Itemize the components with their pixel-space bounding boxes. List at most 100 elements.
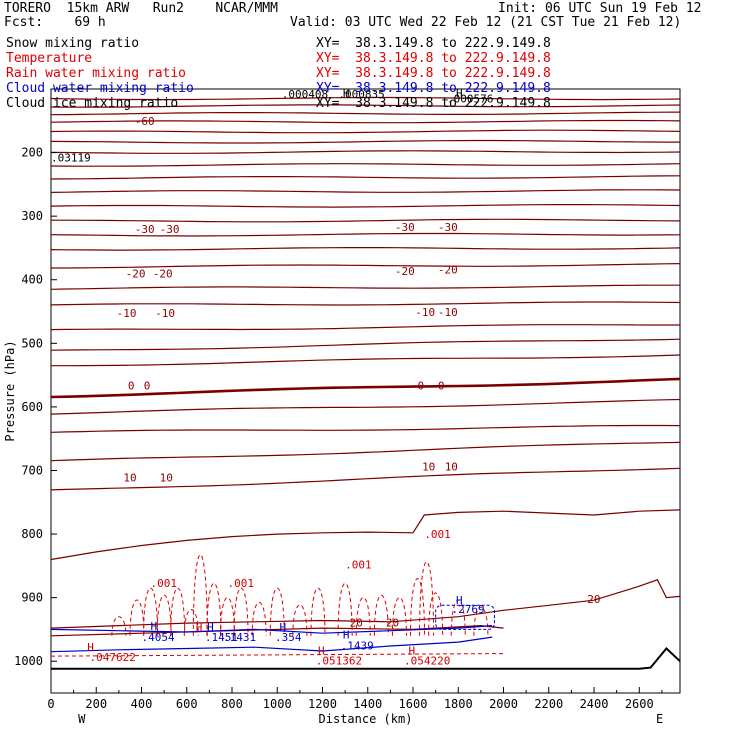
y-tick-label: 800 [21, 527, 43, 541]
rain-contour [269, 587, 285, 636]
contour-label: 20 [587, 593, 600, 606]
rain-contour [143, 587, 159, 636]
isotherm [50, 111, 681, 116]
x-tick-label: 1600 [399, 697, 428, 711]
field-rain-name: Rain water mixing ratio [6, 66, 187, 81]
contour-label: 20 [386, 616, 399, 629]
y-axis-label: Pressure (hPa) [3, 340, 17, 441]
rain-contour [337, 583, 353, 636]
isotherm [50, 119, 681, 124]
contour-label: .1439 [341, 639, 374, 652]
contour-label: 0 [418, 379, 425, 392]
field-cloud-water-name: Cloud water mixing ratio [6, 81, 194, 96]
cloud-water-contour [50, 625, 493, 634]
contour-label: 0 [438, 379, 445, 392]
x-tick-label: 2600 [625, 697, 654, 711]
plot-border [50, 88, 681, 694]
west-label: W [78, 712, 86, 726]
x-tick-label: 200 [85, 697, 107, 711]
high-marker: H [408, 644, 415, 657]
high-marker: H [318, 644, 325, 657]
contour-label: .2769 [451, 603, 484, 616]
high-marker: H [456, 594, 463, 607]
rain-contour [450, 599, 466, 636]
contour-labels: -60-30 -30 -30 -30-20 -20 -20 -20-10 -10 -10 -100… [51, 87, 600, 668]
x-tick-label: 2000 [489, 697, 518, 711]
field-temperature-name: Temperature [6, 51, 93, 66]
valid-time: Valid: 03 UTC Wed 22 Feb 12 (21 CST Tue … [290, 15, 682, 30]
header: TORERO 15km ARW Run2 NCAR/MMM Init: 06 U… [0, 0, 740, 112]
isotherm [50, 377, 681, 399]
contour-label: .001 [345, 559, 372, 572]
y-tick-label: 1000 [14, 654, 43, 668]
rain-contour [192, 554, 208, 636]
x-tick-label: 600 [176, 697, 198, 711]
plot-frame [50, 88, 681, 694]
contour-label: 10 [160, 471, 173, 484]
contour-label: -20 [395, 265, 415, 278]
high-marker: H [280, 621, 287, 634]
contour-label: 0 [144, 379, 151, 392]
isotherm [50, 398, 681, 415]
contour-label: -10 [155, 307, 175, 320]
contour-label: -20 [126, 267, 146, 280]
contour-label: .000835 [338, 88, 384, 101]
cloud-water-contours [50, 604, 495, 653]
y-tick-label: 300 [21, 209, 43, 223]
high-marker: H [196, 621, 203, 634]
y-tick-label: 200 [21, 146, 43, 160]
forecast-hour: Fcst: 69 h [4, 15, 106, 30]
contour-label: 10 [123, 471, 136, 484]
x-tick-label: 1000 [263, 697, 292, 711]
rain-contour [50, 653, 504, 657]
contour-label: -10 [438, 306, 458, 319]
model-title: TORERO 15km ARW Run2 NCAR/MMM [4, 1, 278, 16]
terrain-line [51, 647, 681, 670]
contour-label: .054220 [404, 655, 450, 668]
y-tick-label: 900 [21, 591, 43, 605]
rain-contour [391, 597, 407, 636]
contour-label: .001 [227, 577, 254, 590]
contour-label: .000576 [447, 93, 493, 106]
x-tick-label: 1200 [308, 697, 337, 711]
high-marker: H [343, 87, 350, 100]
contour-label: -20 [153, 267, 173, 280]
isotherm [50, 301, 681, 306]
contour-label: .4054 [142, 631, 175, 644]
x-tick-label: 800 [221, 697, 243, 711]
x-axis-label: Distance (km) [319, 712, 413, 726]
isotherm [50, 624, 504, 637]
contour-label: .1451 [205, 631, 238, 644]
isotherm [50, 467, 681, 491]
y-tick-label: 700 [21, 463, 43, 477]
isotherm [50, 338, 681, 351]
field-cloud-ice-name: Cloud ice mixing ratio [6, 96, 179, 111]
high-marker: H [343, 629, 350, 642]
isotherm [50, 129, 681, 134]
contour-label: .03119 [51, 152, 91, 165]
rain-contour [111, 616, 127, 636]
high-marker: H [151, 620, 158, 633]
isotherm [51, 263, 681, 269]
isotherm [50, 441, 681, 462]
field-temperature-xy: XY= 38.3.149.8 to 222.9.149.8 [316, 51, 551, 66]
contour-label: .001 [424, 528, 451, 541]
high-marker: H [87, 641, 94, 654]
high-marker: H [207, 621, 214, 634]
contour-label: -30 [395, 221, 415, 234]
cloud-water-contour [50, 636, 493, 653]
isotherm [50, 232, 681, 237]
rain-contour [156, 594, 172, 636]
contour-label: -10 [415, 306, 435, 319]
rain-contour [410, 578, 426, 636]
contour-label: -30 [135, 223, 155, 236]
isotherm [50, 189, 681, 193]
temperature-isotherms [50, 96, 681, 637]
y-tick-label: 400 [21, 273, 43, 287]
isotherm [50, 104, 681, 108]
y-tick-label: 500 [21, 336, 43, 350]
contour-label: 20 [350, 616, 363, 629]
contour-label: -30 [160, 223, 180, 236]
rain-contour [310, 587, 326, 636]
